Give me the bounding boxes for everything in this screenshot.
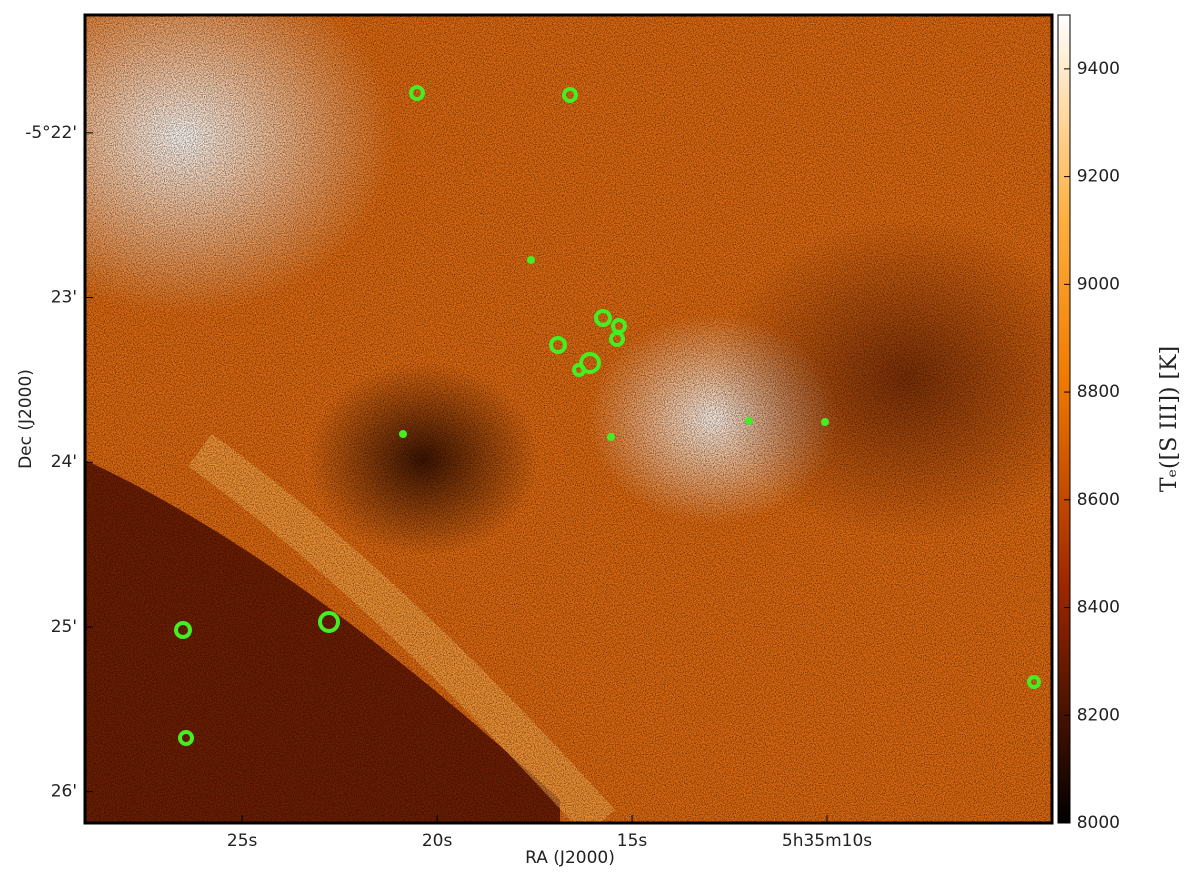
plot-frame [83, 13, 1054, 825]
x-axis-label: RA (J2000) [525, 848, 615, 868]
image [85, 15, 1052, 823]
x-tick-label: 20s [422, 831, 453, 851]
y-tick-label: -5°22' [25, 123, 77, 143]
colorbar-tick-label: 8600 [1077, 490, 1120, 510]
x-tick-label: 5h35m10s [782, 831, 872, 851]
colorbar-tick-label: 8800 [1077, 382, 1120, 402]
y-tick-label: 25' [51, 617, 77, 637]
colorbar-tick-label: 9000 [1077, 274, 1120, 294]
y-tick-label: 26' [51, 782, 77, 802]
colorbar-tick-label: 8400 [1077, 598, 1120, 618]
colorbar-tick-label: 8200 [1077, 705, 1120, 725]
colorbar-tick-label: 9200 [1077, 167, 1120, 187]
colorbar [1057, 14, 1071, 824]
colorbar-tick-label: 8000 [1077, 813, 1120, 833]
colorbar-label: Tₑ([S III]) [K] [1157, 346, 1182, 492]
x-tick-label: 25s [227, 831, 258, 851]
y-tick-label: 24' [51, 452, 77, 472]
y-tick-label: 23' [51, 288, 77, 308]
x-tick-label: 15s [617, 831, 648, 851]
y-axis-label: Dec (J2000) [16, 369, 36, 469]
colorbar-tick-label: 9400 [1077, 59, 1120, 79]
